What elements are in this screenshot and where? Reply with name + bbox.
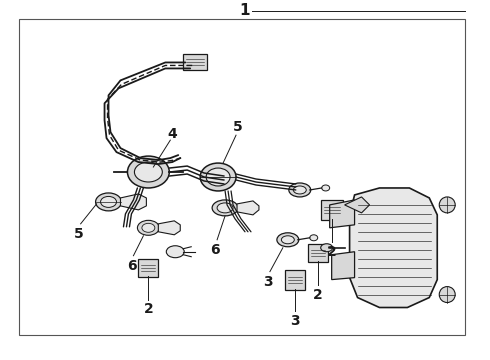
Text: 3: 3: [290, 314, 299, 328]
FancyBboxPatch shape: [285, 270, 305, 289]
Ellipse shape: [166, 246, 184, 258]
Ellipse shape: [127, 156, 169, 188]
Ellipse shape: [281, 236, 294, 244]
Ellipse shape: [322, 185, 330, 191]
Ellipse shape: [206, 168, 230, 186]
Ellipse shape: [96, 193, 122, 211]
Text: 5: 5: [233, 120, 243, 134]
Ellipse shape: [134, 162, 162, 182]
Circle shape: [439, 197, 455, 213]
Text: 4: 4: [168, 127, 177, 141]
Ellipse shape: [212, 200, 238, 216]
Polygon shape: [349, 188, 437, 307]
Text: 2: 2: [327, 245, 337, 259]
FancyBboxPatch shape: [183, 54, 207, 71]
Text: 6: 6: [127, 259, 137, 273]
Ellipse shape: [277, 233, 299, 247]
Polygon shape: [158, 221, 180, 235]
Ellipse shape: [142, 223, 155, 232]
Ellipse shape: [217, 203, 233, 213]
Ellipse shape: [310, 235, 318, 241]
Ellipse shape: [137, 220, 159, 235]
Ellipse shape: [294, 186, 306, 194]
Polygon shape: [344, 197, 369, 213]
Circle shape: [439, 287, 455, 302]
Text: 6: 6: [210, 243, 220, 257]
Bar: [19, 19, 465, 336]
Polygon shape: [330, 200, 355, 228]
Text: 1: 1: [240, 3, 250, 18]
Polygon shape: [121, 194, 147, 210]
Polygon shape: [332, 252, 355, 280]
FancyBboxPatch shape: [308, 244, 328, 262]
Ellipse shape: [289, 183, 311, 197]
Text: 2: 2: [144, 302, 153, 316]
Ellipse shape: [200, 163, 236, 191]
FancyBboxPatch shape: [138, 259, 158, 276]
Text: 3: 3: [263, 275, 273, 289]
Text: 5: 5: [74, 227, 83, 241]
FancyBboxPatch shape: [321, 200, 343, 220]
Ellipse shape: [321, 244, 333, 252]
Ellipse shape: [100, 197, 117, 207]
Text: 2: 2: [313, 288, 322, 302]
Polygon shape: [237, 201, 259, 215]
